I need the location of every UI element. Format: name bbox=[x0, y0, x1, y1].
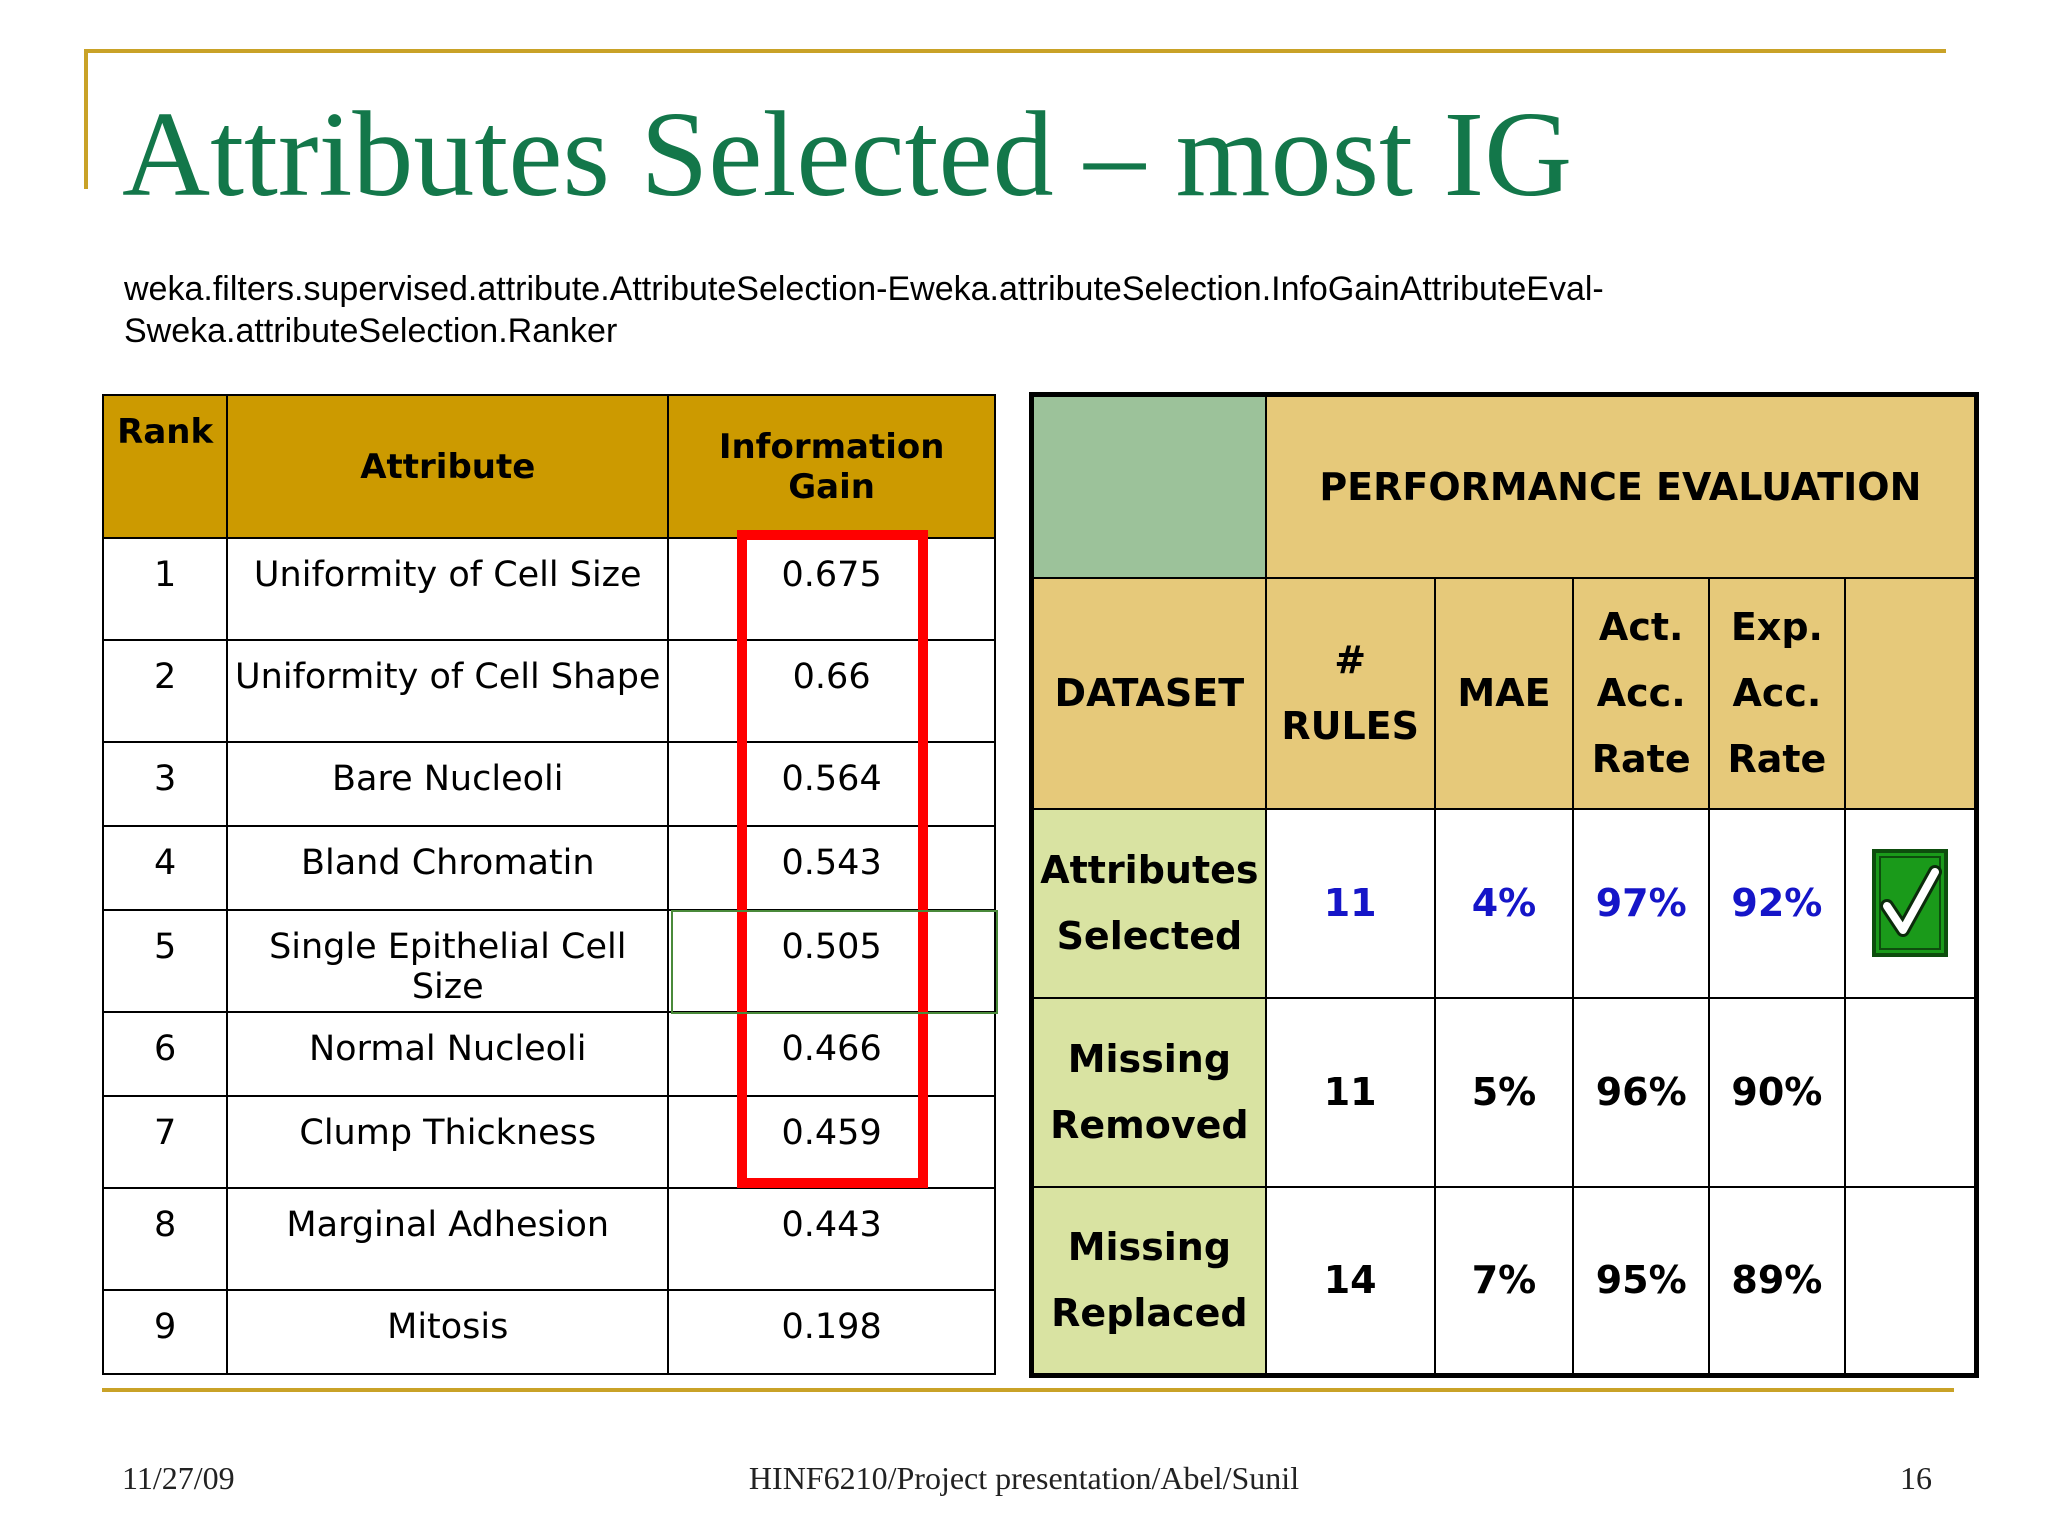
corner-cell bbox=[1030, 393, 1267, 579]
rules-cell: 11 bbox=[1264, 996, 1436, 1188]
footer-date: 11/27/09 bbox=[122, 1460, 235, 1496]
header-info-gain-line-1: Information bbox=[718, 426, 945, 467]
header-act-line-2: Acc. bbox=[1596, 671, 1686, 715]
header-rules: # RULES bbox=[1264, 576, 1436, 810]
table-row: 5 Single Epithelial Cell Size 0.505 bbox=[101, 909, 996, 1013]
rank-cell: 1 bbox=[101, 537, 229, 641]
dataset-name-line-1: Missing bbox=[1067, 1037, 1232, 1081]
page-number: 16 bbox=[1900, 1460, 1932, 1496]
dataset-name-line-2: Selected bbox=[1056, 914, 1243, 958]
dataset-name-line-1: Attributes bbox=[1040, 848, 1259, 892]
attribute-cell: Bare Nucleoli bbox=[226, 741, 670, 827]
header-rules-line-2: RULES bbox=[1281, 704, 1420, 748]
weka-command-line-2: Sweka.attributeSelection.Ranker bbox=[124, 312, 618, 350]
header-blank bbox=[1843, 576, 1978, 810]
attribute-cell: Clump Thickness bbox=[226, 1095, 670, 1189]
dataset-name-line-1: Missing bbox=[1067, 1225, 1232, 1270]
exp-acc-cell: 90% bbox=[1708, 996, 1846, 1188]
frame-left-rule bbox=[84, 49, 88, 189]
attribute-cell: Bland Chromatin bbox=[226, 825, 670, 911]
exp-acc-cell: 92% bbox=[1708, 807, 1846, 999]
rank-cell: 5 bbox=[101, 909, 229, 1013]
table-row: 4 Bland Chromatin 0.543 bbox=[101, 825, 996, 911]
act-acc-cell: 97% bbox=[1572, 807, 1711, 999]
header-attribute: Attribute bbox=[226, 394, 670, 539]
table-row: 1 Uniformity of Cell Size 0.675 bbox=[101, 537, 996, 641]
bottom-rule bbox=[102, 1388, 1954, 1392]
gain-cell: 0.198 bbox=[667, 1289, 996, 1375]
weka-command-line-1: weka.filters.supervised.attribute.Attrib… bbox=[124, 270, 1604, 308]
rank-cell: 9 bbox=[101, 1289, 229, 1375]
header-exp-acc-rate: Exp. Acc. Rate bbox=[1708, 576, 1846, 810]
attribute-cell: Uniformity of Cell Size bbox=[226, 537, 670, 641]
attribute-cell: Single Epithelial Cell Size bbox=[226, 909, 670, 1013]
attribute-cell: Mitosis bbox=[226, 1289, 670, 1375]
mae-cell: 7% bbox=[1433, 1185, 1575, 1377]
blank-cell bbox=[1843, 1185, 1978, 1377]
mae-cell: 4% bbox=[1433, 807, 1575, 999]
header-info-gain-line-2: Gain bbox=[788, 466, 875, 507]
table-row: Missing Replaced 14 7% 95% 89% bbox=[1030, 1185, 1978, 1377]
act-acc-cell: 95% bbox=[1572, 1185, 1711, 1377]
attribute-cell: Uniformity of Cell Shape bbox=[226, 639, 670, 743]
dataset-name-cell: Attributes Selected bbox=[1030, 807, 1267, 999]
header-dataset: DATASET bbox=[1030, 576, 1267, 810]
table-row: 9 Mitosis 0.198 bbox=[101, 1289, 996, 1375]
header-exp-line-1: Exp. bbox=[1730, 605, 1823, 649]
dataset-name-line-2: Removed bbox=[1050, 1103, 1249, 1147]
rules-cell: 11 bbox=[1264, 807, 1436, 999]
frame-top-rule bbox=[84, 49, 1946, 53]
gain-cell: 0.675 bbox=[667, 537, 996, 641]
rank-cell: 8 bbox=[101, 1187, 229, 1291]
rules-cell: 14 bbox=[1264, 1185, 1436, 1377]
header-rules-line-1: # bbox=[1334, 638, 1367, 682]
footer-title: HINF6210/Project presentation/Abel/Sunil bbox=[748, 1460, 1300, 1496]
performance-title: PERFORMANCE EVALUATION bbox=[1264, 393, 1978, 579]
header-exp-line-2: Acc. bbox=[1732, 671, 1822, 715]
attribute-cell: Normal Nucleoli bbox=[226, 1011, 670, 1097]
table-row: 3 Bare Nucleoli 0.564 bbox=[101, 741, 996, 827]
gain-cell: 0.466 bbox=[667, 1011, 996, 1097]
header-exp-line-3: Rate bbox=[1727, 737, 1827, 781]
rank-cell: 3 bbox=[101, 741, 229, 827]
header-info-gain: Information Gain bbox=[667, 394, 996, 539]
checkmark-icon bbox=[1871, 848, 1949, 958]
dataset-name-cell: Missing Removed bbox=[1030, 996, 1267, 1188]
gain-cell: 0.459 bbox=[667, 1095, 996, 1189]
table-row: 2 Uniformity of Cell Shape 0.66 bbox=[101, 639, 996, 743]
performance-table: PERFORMANCE EVALUATION DATASET # RULES M… bbox=[1029, 392, 1979, 1378]
attribute-cell: Marginal Adhesion bbox=[226, 1187, 670, 1291]
slide-title: Attributes Selected – most IG bbox=[122, 87, 1573, 222]
gain-cell: 0.543 bbox=[667, 825, 996, 911]
weka-command: weka.filters.supervised.attribute.Attrib… bbox=[124, 268, 1724, 352]
exp-acc-cell: 89% bbox=[1708, 1185, 1846, 1377]
rank-cell: 4 bbox=[101, 825, 229, 911]
table-row: Attributes Selected 11 4% 97% 92% bbox=[1030, 807, 1978, 999]
check-cell bbox=[1843, 807, 1978, 999]
gain-cell: 0.66 bbox=[667, 639, 996, 743]
table-row: 8 Marginal Adhesion 0.443 bbox=[101, 1187, 996, 1291]
rank-cell: 7 bbox=[101, 1095, 229, 1189]
header-rank: Rank bbox=[101, 394, 229, 539]
gain-cell: 0.505 bbox=[667, 909, 996, 1013]
header-act-line-3: Rate bbox=[1591, 737, 1691, 781]
header-act-line-1: Act. bbox=[1598, 605, 1684, 649]
info-gain-table: Rank Attribute Information Gain 1 Unifor… bbox=[101, 394, 996, 1375]
table-row: 7 Clump Thickness 0.459 bbox=[101, 1095, 996, 1189]
header-act-acc-rate: Act. Acc. Rate bbox=[1572, 576, 1711, 810]
rank-cell: 6 bbox=[101, 1011, 229, 1097]
table-row: Missing Removed 11 5% 96% 90% bbox=[1030, 996, 1978, 1188]
dataset-name-cell: Missing Replaced bbox=[1030, 1185, 1267, 1377]
blank-cell bbox=[1843, 996, 1978, 1188]
gain-cell: 0.564 bbox=[667, 741, 996, 827]
rank-cell: 2 bbox=[101, 639, 229, 743]
mae-cell: 5% bbox=[1433, 996, 1575, 1188]
header-mae: MAE bbox=[1433, 576, 1575, 810]
gain-cell: 0.443 bbox=[667, 1187, 996, 1291]
table-row: 6 Normal Nucleoli 0.466 bbox=[101, 1011, 996, 1097]
dataset-name-line-2: Replaced bbox=[1051, 1291, 1248, 1336]
act-acc-cell: 96% bbox=[1572, 996, 1711, 1188]
